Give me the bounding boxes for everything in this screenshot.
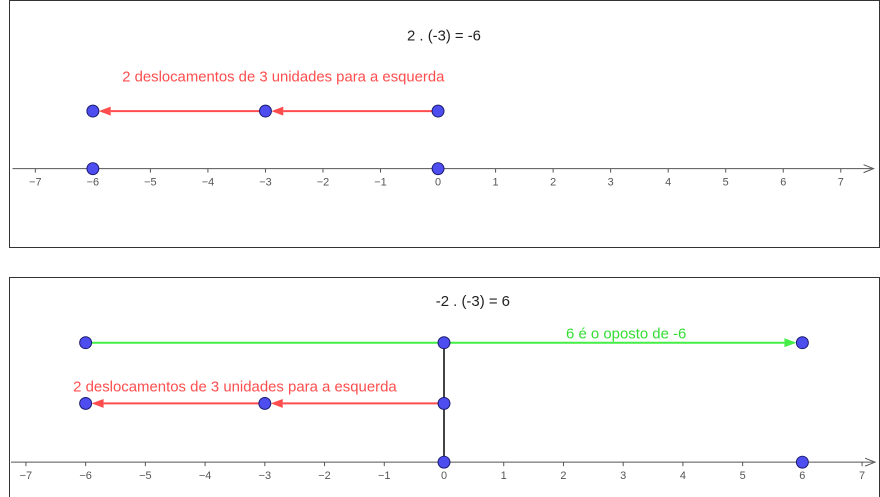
vector-arrowhead-red <box>271 106 284 116</box>
point <box>79 396 93 410</box>
caption-red-bottom: 2 deslocamentos de 3 unidades para a esq… <box>73 378 397 395</box>
x-tick-label: 7 <box>838 177 844 189</box>
x-tick-label: −5 <box>139 470 151 482</box>
panel-top: 2 . (-3) = -6 2 deslocamentos de 3 unida… <box>9 0 880 248</box>
x-tick-label: −2 <box>318 470 330 482</box>
x-tick-label: −1 <box>378 470 390 482</box>
caption-top: 2 deslocamentos de 3 unidades para a esq… <box>122 69 445 85</box>
x-tick-label: −1 <box>374 177 386 189</box>
x-tick-label: 2 <box>560 470 566 482</box>
point <box>258 396 272 410</box>
x-tick-label: −6 <box>79 470 91 482</box>
point <box>437 336 451 350</box>
x-tick-label: 1 <box>493 177 499 189</box>
x-tick-label: 2 <box>550 177 556 189</box>
x-tick-label: 4 <box>665 177 671 189</box>
x-tick-label: 6 <box>780 177 786 189</box>
x-tick-label: −3 <box>259 470 271 482</box>
point <box>431 162 445 176</box>
x-tick-label: −7 <box>20 470 32 482</box>
x-tick-label: 5 <box>723 177 729 189</box>
vector-arrowhead-red <box>91 398 104 408</box>
x-tick-label: −3 <box>259 177 271 189</box>
x-tick-label: 7 <box>859 470 865 482</box>
point <box>795 455 809 469</box>
x-axis-arrow <box>863 164 875 174</box>
x-tick-label: 6 <box>799 470 805 482</box>
point <box>86 104 100 118</box>
x-axis-arrow <box>864 457 877 467</box>
x-tick-label: 5 <box>740 470 746 482</box>
x-tick-label: 3 <box>608 177 614 189</box>
x-tick-label: 0 <box>435 177 441 189</box>
point <box>79 336 93 350</box>
vector-arrowhead-red <box>270 398 283 408</box>
caption-green: 6 é o oposto de -6 <box>566 326 686 343</box>
x-tick-label: 4 <box>680 470 686 482</box>
point <box>437 455 451 469</box>
x-tick-label: 1 <box>501 470 507 482</box>
point <box>431 104 445 118</box>
x-tick-label: −4 <box>202 177 214 189</box>
vector-arrowhead-green <box>784 338 797 348</box>
x-tick-label: −6 <box>87 177 99 189</box>
number-line-diagram-top: 2 . (-3) = -6 2 deslocamentos de 3 unida… <box>12 29 875 189</box>
point <box>795 336 809 350</box>
x-tick-label: −5 <box>144 177 156 189</box>
point <box>259 104 272 118</box>
equation-bottom: -2 . (-3) = 6 <box>436 293 510 310</box>
x-tick-label: −7 <box>29 177 41 189</box>
x-tick-label: 0 <box>441 470 447 482</box>
x-tick-label: −4 <box>199 470 211 482</box>
equation-top: 2 . (-3) = -6 <box>407 29 481 45</box>
vector-arrowhead-red <box>98 106 111 116</box>
x-tick-label: 3 <box>620 470 626 482</box>
point <box>437 396 451 410</box>
x-tick-label: −2 <box>317 177 329 189</box>
number-line-diagram-bottom: -2 . (-3) = 6 6 é o oposto de -6 2 deslo… <box>10 293 877 482</box>
panel-bottom: -2 . (-3) = 6 6 é o oposto de -6 2 deslo… <box>9 277 880 497</box>
point <box>86 162 100 176</box>
